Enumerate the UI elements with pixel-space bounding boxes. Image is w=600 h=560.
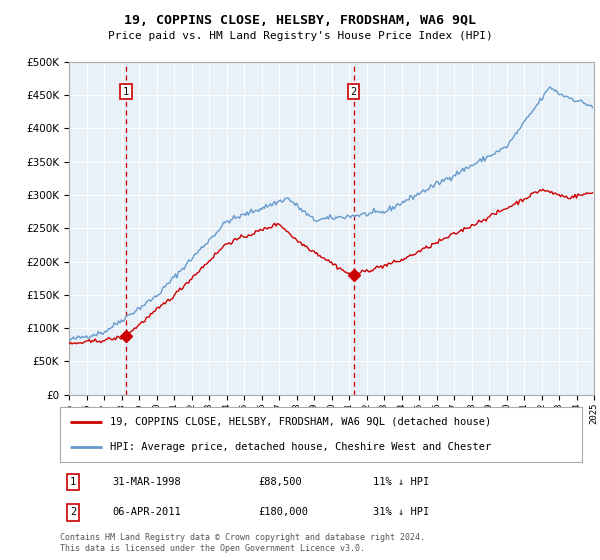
Text: Contains HM Land Registry data © Crown copyright and database right 2024.
This d: Contains HM Land Registry data © Crown c… xyxy=(60,533,425,553)
Text: Price paid vs. HM Land Registry's House Price Index (HPI): Price paid vs. HM Land Registry's House … xyxy=(107,31,493,41)
Text: 31% ↓ HPI: 31% ↓ HPI xyxy=(373,507,430,517)
Text: 19, COPPINS CLOSE, HELSBY, FRODSHAM, WA6 9QL (detached house): 19, COPPINS CLOSE, HELSBY, FRODSHAM, WA6… xyxy=(110,417,491,427)
Text: £88,500: £88,500 xyxy=(259,477,302,487)
Text: 2: 2 xyxy=(350,87,357,96)
Text: 06-APR-2011: 06-APR-2011 xyxy=(112,507,181,517)
Text: 11% ↓ HPI: 11% ↓ HPI xyxy=(373,477,430,487)
Text: 31-MAR-1998: 31-MAR-1998 xyxy=(112,477,181,487)
Text: 19, COPPINS CLOSE, HELSBY, FRODSHAM, WA6 9QL: 19, COPPINS CLOSE, HELSBY, FRODSHAM, WA6… xyxy=(124,14,476,27)
Text: £180,000: £180,000 xyxy=(259,507,308,517)
Text: 1: 1 xyxy=(70,477,76,487)
Text: 2: 2 xyxy=(70,507,76,517)
Text: HPI: Average price, detached house, Cheshire West and Chester: HPI: Average price, detached house, Ches… xyxy=(110,442,491,452)
Text: 1: 1 xyxy=(123,87,129,96)
